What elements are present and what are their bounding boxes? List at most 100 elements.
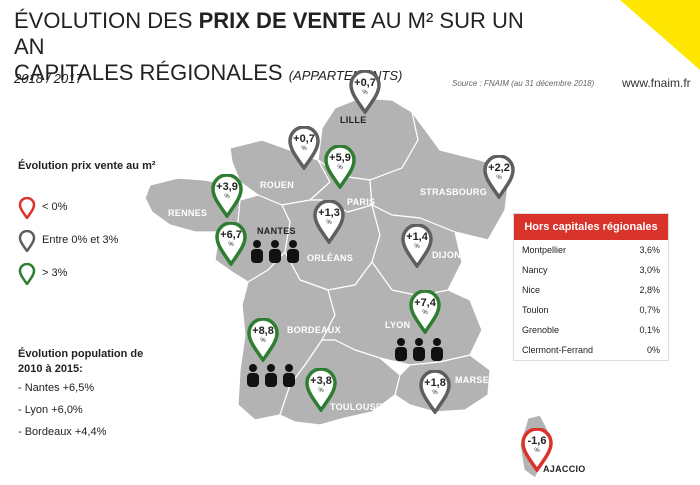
city-label-rennes: RENNES <box>168 208 208 218</box>
population-item-bordeaux: - Bordeaux +4,4% <box>18 426 107 438</box>
title-line1-post: AU M² SUR UN AN <box>14 8 524 59</box>
table-row: Nice 2,8% <box>514 280 668 300</box>
city-label-paris: PARIS <box>347 197 376 207</box>
map-pin-bordeaux[interactable]: +8,8 % <box>246 317 280 364</box>
table-cell-name: Nice <box>522 285 541 295</box>
pin-value: +3,9 <box>216 181 238 193</box>
map-pin-marker-icon <box>401 223 433 270</box>
table-cell-value: 3,0% <box>639 265 660 275</box>
legend-pin-icon <box>18 262 36 287</box>
pin-value: +5,9 <box>329 152 351 164</box>
pin-value: +1,3 <box>318 207 340 219</box>
table-row: Grenoble 0,1% <box>514 320 668 340</box>
map-pin-rouen[interactable]: +0,7 % <box>287 125 321 172</box>
map-pin-marker-icon <box>288 125 320 172</box>
pin-value: +0,7 <box>293 133 315 145</box>
table-header: Hors capitales régionales <box>514 214 668 240</box>
map-pin-marker-icon <box>349 69 381 116</box>
city-label-bordeaux: BORDEAUX <box>287 325 341 335</box>
pin-percent: % <box>414 244 420 250</box>
table-cell-name: Montpellier <box>522 245 567 255</box>
map-pin-marker-icon <box>313 199 345 246</box>
map-pin-lille[interactable]: +0,7 % <box>348 69 382 116</box>
table-cell-name: Grenoble <box>522 325 560 335</box>
legend-label: > 3% <box>42 267 68 279</box>
city-label-orleans: ORLÉANS <box>307 253 354 263</box>
table-cell-value: 2,8% <box>639 285 660 295</box>
map-pin-marker-icon <box>409 289 441 336</box>
table-cell-value: 3,6% <box>639 245 660 255</box>
source-label: Source : FNAIM (au 31 décembre 2018) <box>452 79 595 88</box>
pin-value: +6,7 <box>220 229 242 241</box>
pin-percent: % <box>224 194 230 200</box>
table-row: Montpellier 3,6% <box>514 240 668 260</box>
map-pin-marker-icon <box>324 144 356 191</box>
pin-value: +1,4 <box>406 231 428 243</box>
pin-percent: % <box>362 90 368 96</box>
city-label-nantes: NANTES <box>257 226 296 236</box>
city-label-rouen: ROUEN <box>260 180 295 190</box>
title-line2: CAPITALES RÉGIONALES <box>14 60 289 85</box>
pin-value: +2,2 <box>488 162 510 174</box>
table-row: Nancy 3,0% <box>514 260 668 280</box>
legend-item-negative: < 0% <box>18 196 67 222</box>
map-pin-paris[interactable]: +5,9 % <box>323 144 357 191</box>
map-pin-marker-icon <box>521 427 553 474</box>
legend-label: Entre 0% et 3% <box>42 234 119 246</box>
map-pin-orleans[interactable]: +1,3 % <box>312 199 346 246</box>
map-pin-rennes[interactable]: +3,9 % <box>210 173 244 220</box>
pin-value: -1,6 <box>527 435 547 447</box>
map-pin-marker-icon <box>305 367 337 414</box>
population-title: Évolution population de 2010 à 2015: <box>18 348 144 375</box>
pin-percent: % <box>301 146 307 152</box>
pin-value: +7,4 <box>414 297 436 309</box>
map-pin-toulouse[interactable]: +3,8 % <box>304 367 338 414</box>
population-people-icon-bordeaux <box>247 364 295 387</box>
non-capitals-table: Hors capitales régionales Montpellier 3,6… <box>513 213 669 361</box>
map-pin-marker-icon <box>247 317 279 364</box>
map-pin-dijon[interactable]: +1,4 % <box>400 223 434 270</box>
city-label-marseille: MARSEILLE <box>455 375 510 385</box>
map-pin-ajaccio[interactable]: -1,6 % <box>520 427 554 474</box>
legend-pin-icon <box>18 229 36 254</box>
yellow-corner-shape <box>620 0 700 70</box>
legend-pin-icon <box>18 196 36 221</box>
population-item-nantes: - Nantes +6,5% <box>18 382 95 394</box>
table-cell-value: 0,1% <box>639 325 660 335</box>
title-line1-pre: ÉVOLUTION DES <box>14 8 199 33</box>
city-label-strasbourg: STRASBOURG <box>420 187 488 197</box>
table-cell-value: 0,7% <box>639 305 660 315</box>
pin-percent: % <box>318 388 324 394</box>
pin-percent: % <box>534 448 540 454</box>
website-link[interactable]: www.fnaim.fr <box>622 76 691 90</box>
map-pin-strasbourg[interactable]: +2,2 % <box>482 154 516 201</box>
table-row: Clermont-Ferrand 0% <box>514 340 668 360</box>
table-row: Toulon 0,7% <box>514 300 668 320</box>
population-people-icon-nantes <box>251 240 299 263</box>
legend-title: Évolution prix vente au m² <box>18 160 156 172</box>
pin-percent: % <box>260 338 266 344</box>
map-pin-marker-icon <box>211 173 243 220</box>
pin-value: +3,8 <box>310 375 332 387</box>
pin-percent: % <box>422 310 428 316</box>
city-label-toulouse: TOULOUSE <box>330 402 383 412</box>
legend-item-high: > 3% <box>18 262 67 288</box>
pin-value: +1,8 <box>424 377 446 389</box>
pin-percent: % <box>326 220 332 226</box>
population-item-lyon: - Lyon +6,0% <box>18 404 83 416</box>
city-label-lille: LILLE <box>340 115 367 125</box>
page-title: ÉVOLUTION DES PRIX DE VENTE AU M² SUR UN… <box>14 8 534 89</box>
map-pin-marseille[interactable]: +1,8 % <box>418 369 452 416</box>
map-pin-lyon[interactable]: +7,4 % <box>408 289 442 336</box>
map-pin-nantes[interactable]: +6,7 % <box>214 221 248 268</box>
title-line1-bold: PRIX DE VENTE <box>198 8 367 33</box>
pin-percent: % <box>432 390 438 396</box>
pin-value: +8,8 <box>252 325 274 337</box>
pin-percent: % <box>337 165 343 171</box>
pin-percent: % <box>228 242 234 248</box>
city-label-lyon: LYON <box>385 320 411 330</box>
table-cell-name: Nancy <box>522 265 548 275</box>
legend-label: < 0% <box>42 201 68 213</box>
map-pin-marker-icon <box>215 221 247 268</box>
city-label-ajaccio: AJACCIO <box>543 464 586 474</box>
